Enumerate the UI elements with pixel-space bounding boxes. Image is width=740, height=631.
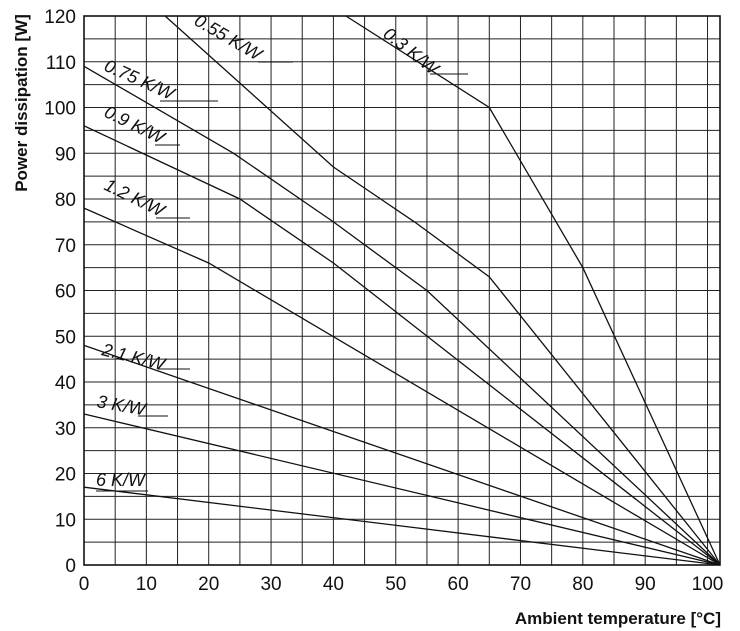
y-tick-label: 0: [65, 556, 76, 577]
y-tick-label: 100: [44, 99, 76, 120]
curve-labels: 0.3 K/W 0.55 K/W0.75 K/W0.9 K/W 1.2 K/W 2.1…: [95, 10, 468, 492]
y-tick-label: 80: [55, 190, 76, 211]
y-tick-labels: 0 10 20 30 40 50 60 70 80 90 100 110 120: [44, 7, 76, 577]
y-tick-label: 50: [55, 327, 76, 348]
y-tick-label: 30: [55, 419, 76, 440]
y-tick-label: 70: [55, 236, 76, 257]
x-tick-labels: 0 10 20 30 40 50 60 70 80 90 100: [79, 574, 724, 595]
y-tick-label: 60: [55, 282, 76, 303]
curve-6-k-w: [83, 486, 721, 566]
curves: [83, 15, 721, 566]
curve-label-1-2-k-w: 1.2 K/W: [101, 175, 169, 222]
curve-1-2-k-w: [83, 207, 721, 566]
curve-label-0-75-k-w: 0.75 K/W: [101, 55, 179, 104]
plot-frame: [83, 15, 721, 566]
curve-label-3-k-w: 3 K/W: [95, 391, 149, 420]
x-tick-label: 70: [510, 574, 531, 595]
curve-3-k-w: [83, 413, 721, 566]
curve-label-0-9-k-w: 0.9 K/W: [101, 102, 169, 149]
curve-label-6-k-w: 6 K/W: [96, 470, 147, 490]
x-tick-label: 20: [198, 574, 219, 595]
x-tick-label: 0: [79, 574, 90, 595]
x-tick-label: 40: [323, 574, 344, 595]
x-tick-label: 100: [692, 574, 724, 595]
x-axis-title: Ambient temperature [°C]: [515, 609, 721, 628]
y-tick-label: 120: [44, 7, 76, 28]
y-tick-label: 40: [55, 373, 76, 394]
curve-label-2-1-k-w: 2.1 K/W: [99, 339, 169, 375]
curve-label-0-3-k-w: 0.3 K/W: [380, 23, 444, 79]
x-tick-label: 90: [635, 574, 656, 595]
y-tick-label: 10: [55, 510, 76, 531]
curve-0-3-k-w: [345, 15, 721, 566]
curve-2-1-k-w: [83, 344, 721, 566]
curve-label-0-55-k-w: 0.55 K/W: [191, 10, 267, 65]
x-tick-label: 60: [448, 574, 469, 595]
grid-lines: [84, 16, 720, 565]
curve-0-75-k-w: [83, 65, 721, 566]
x-tick-label: 30: [260, 574, 281, 595]
x-tick-label: 80: [572, 574, 593, 595]
x-tick-label: 10: [136, 574, 157, 595]
y-tick-label: 90: [55, 144, 76, 165]
curve-0-9-k-w: [83, 125, 721, 566]
y-axis-title: Power dissipation [W]: [12, 14, 31, 192]
y-tick-label: 20: [55, 465, 76, 486]
curve-0-55-k-w: [164, 15, 721, 566]
x-tick-label: 50: [385, 574, 406, 595]
y-tick-label: 110: [46, 53, 76, 74]
